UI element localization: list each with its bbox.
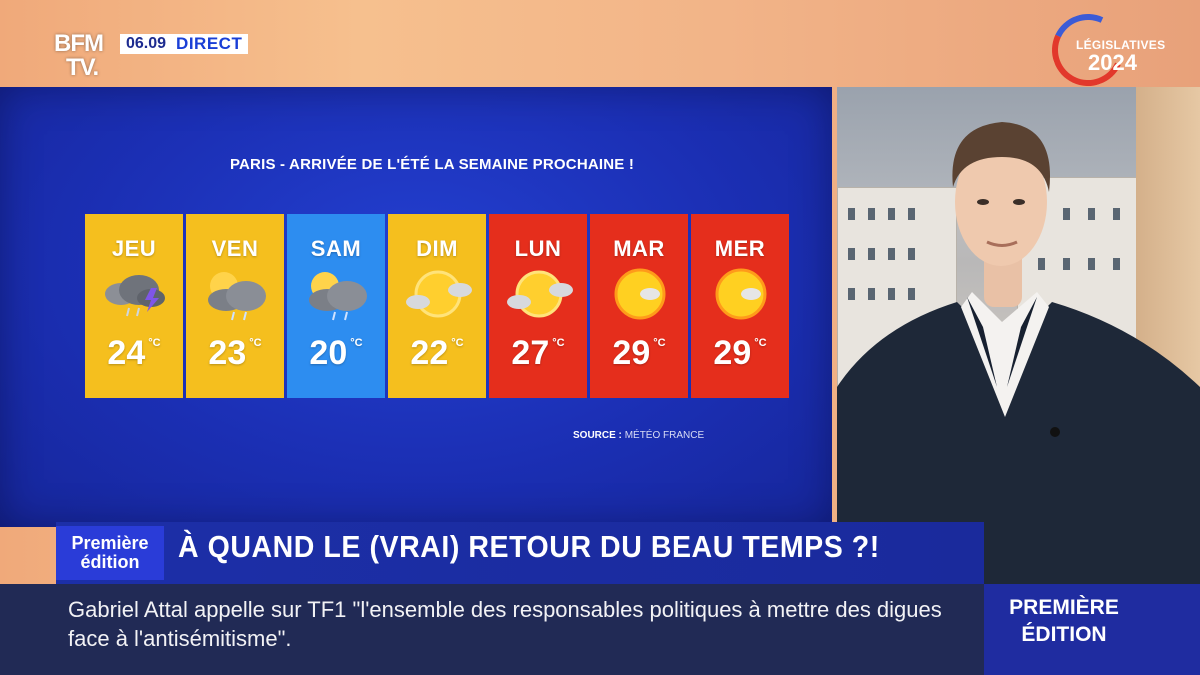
ticker-text: Gabriel Attal appelle sur TF1 "l'ensembl…: [68, 597, 942, 651]
bfmtv-logo: BFM TV.: [54, 32, 116, 84]
show-line2: édition: [80, 552, 140, 572]
day-name: DIM: [416, 236, 458, 261]
day-name: LUN: [514, 236, 562, 261]
logo-line1: BFM: [54, 30, 104, 57]
news-ticker: Gabriel Attal appelle sur TF1 "l'ensembl…: [0, 584, 984, 675]
program-badge: PREMIÈRE ÉDITION: [984, 584, 1200, 675]
temp-unit: °C: [451, 337, 464, 349]
weather-panel: PARIS - ARRIVÉE DE L'ÉTÉ LA SEMAINE PROC…: [0, 87, 832, 527]
sun-clouds-icon: [406, 270, 472, 318]
temp-value: 24: [107, 334, 146, 372]
show-logo: Première édition: [56, 526, 164, 580]
temp-unit: °C: [148, 337, 161, 349]
elections-badge: LÉGISLATIVES 2024: [1041, 3, 1172, 97]
day-name: SAM: [310, 236, 362, 261]
day-card-ven: VEN 23 °C: [186, 214, 284, 398]
live-label: DIRECT: [176, 34, 243, 53]
headline-banner: [56, 522, 984, 584]
storm-icon: [105, 275, 165, 317]
day-card-dim: DIM 22 °C: [388, 214, 486, 398]
day-temp: 20 °C: [287, 334, 385, 373]
day-card-mar: MAR 29 °C: [590, 214, 688, 398]
day-card-sam: SAM 20 °C: [287, 214, 385, 398]
weather-headline: PARIS - ARRIVÉE DE L'ÉTÉ LA SEMAINE PROC…: [229, 156, 635, 173]
temp-unit: °C: [754, 337, 767, 349]
logo-line2: TV.: [66, 54, 99, 81]
source-credit: SOURCE : MÉTÉO FRANCE: [573, 430, 704, 441]
rain-cloud-sun-icon: [208, 272, 266, 321]
elections-label: LÉGISLATIVES: [1076, 38, 1166, 52]
sun-small-cloud-icon: [715, 268, 767, 320]
day-temp: 27 °C: [489, 334, 587, 373]
day-card-mer: MER 29 °C: [691, 214, 789, 398]
source-label: SOURCE :: [573, 430, 622, 441]
source-value: MÉTÉO FRANCE: [624, 430, 705, 441]
temp-value: 23: [208, 334, 247, 372]
temp-unit: °C: [653, 337, 666, 349]
program-line2: ÉDITION: [1021, 623, 1107, 646]
show-line1: Première: [71, 533, 149, 553]
day-name: JEU: [111, 236, 157, 261]
day-temp: 22 °C: [388, 334, 486, 373]
forecast-days: JEU 24 °C VEN 23 °C SAM 20 °C DIM 22 °C LUN 27 °C MAR 29…: [85, 214, 789, 398]
day-name: VEN: [211, 236, 259, 261]
clock: 06.09: [126, 35, 167, 52]
temp-value: 27: [511, 334, 550, 372]
temp-unit: °C: [249, 337, 262, 349]
day-card-lun: LUN 27 °C: [489, 214, 587, 398]
sun-clouds-icon: [507, 270, 573, 318]
presenter: [837, 122, 1200, 587]
studio-background: [837, 87, 1200, 587]
temp-unit: °C: [350, 337, 363, 349]
day-name: MER: [714, 236, 766, 261]
temp-value: 22: [410, 334, 449, 372]
day-name: MAR: [613, 236, 665, 261]
program-line1: PREMIÈRE: [1009, 596, 1119, 619]
temp-value: 20: [309, 334, 348, 372]
elections-year: 2024: [1088, 50, 1137, 75]
rain-cloud-sun-icon: [309, 272, 367, 321]
day-temp: 29 °C: [590, 334, 688, 373]
temp-value: 29: [713, 334, 752, 372]
day-card-jeu: JEU 24 °C: [85, 214, 183, 398]
temp-value: 29: [612, 334, 651, 372]
day-temp: 29 °C: [691, 334, 789, 373]
banner-title: À QUAND LE (VRAI) RETOUR DU BEAU TEMPS ?…: [178, 529, 880, 564]
temp-unit: °C: [552, 337, 565, 349]
day-temp: 24 °C: [85, 334, 183, 373]
sun-small-cloud-icon: [614, 268, 666, 320]
time-live-box: 06.09 DIRECT: [120, 34, 249, 54]
day-temp: 23 °C: [186, 334, 284, 373]
